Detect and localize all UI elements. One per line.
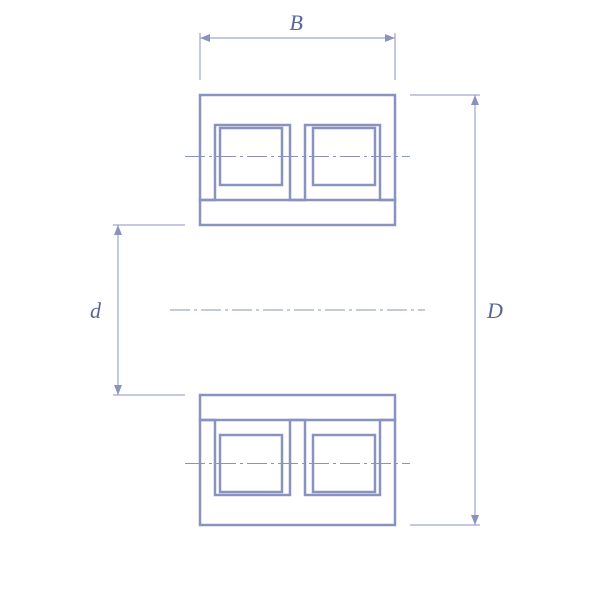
- width-label: B: [290, 10, 303, 36]
- outer-diameter-label: D: [487, 298, 503, 324]
- inner-diameter-label: d: [90, 298, 101, 324]
